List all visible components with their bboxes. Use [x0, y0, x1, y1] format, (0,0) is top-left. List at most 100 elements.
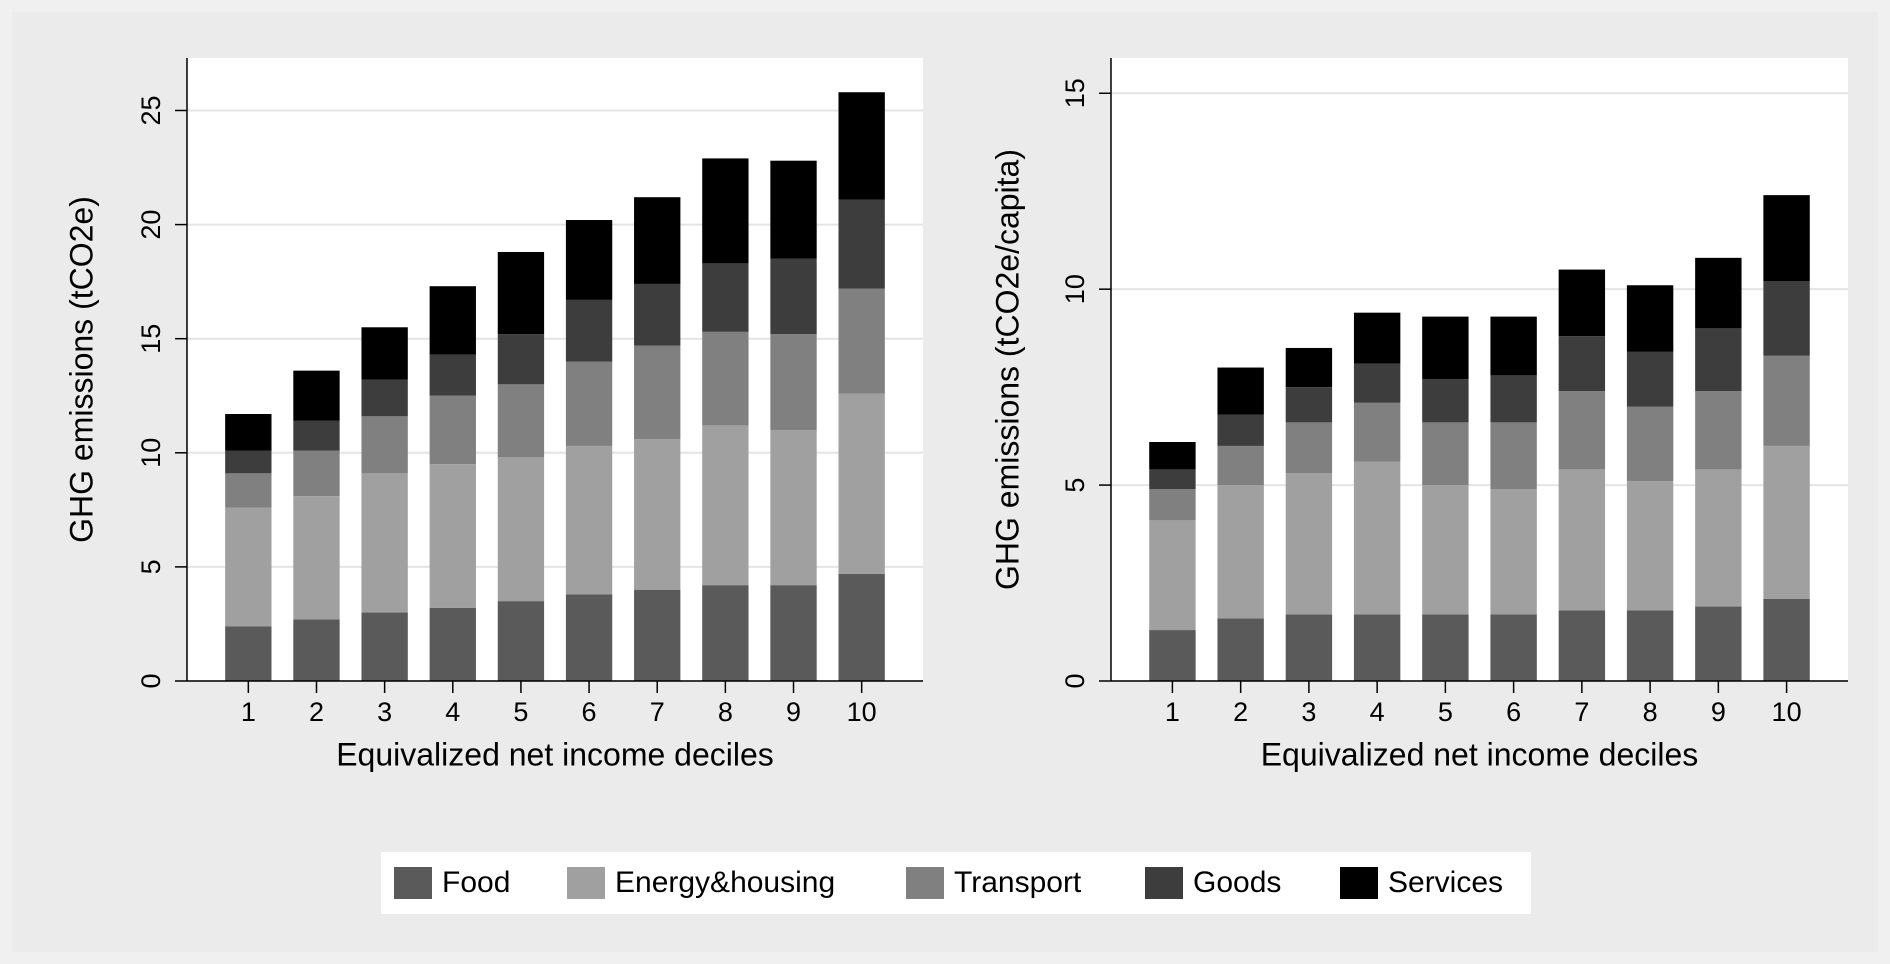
- bar-segment: [497, 334, 545, 385]
- bar-segment: [361, 473, 408, 613]
- bar-segment: [361, 416, 408, 474]
- y-tick-label: 25: [136, 95, 166, 125]
- bar-segment: [702, 158, 749, 264]
- bar-segment: [634, 439, 681, 590]
- bar-segment: [1558, 269, 1606, 337]
- legend-label: Services: [1388, 866, 1503, 899]
- x-tick-label: 2: [1233, 697, 1248, 727]
- bar-segment: [1285, 387, 1333, 423]
- bar-segment: [429, 286, 476, 355]
- bar-segment: [1217, 414, 1264, 446]
- y-tick-label: 0: [136, 673, 166, 688]
- bar-segment: [1558, 610, 1606, 681]
- bar-segment: [225, 414, 272, 451]
- bar-segment: [361, 327, 408, 380]
- bar-segment: [1149, 520, 1196, 631]
- bar-segment: [702, 331, 749, 426]
- bar-segment: [1763, 281, 1810, 356]
- y-tick-label: 15: [1060, 78, 1090, 108]
- x-tick-label: 2: [309, 697, 324, 727]
- bar-segment: [497, 601, 545, 681]
- bar-segment: [429, 354, 476, 396]
- x-tick-label: 10: [847, 697, 877, 727]
- bar-segment: [702, 425, 749, 586]
- bar-segment: [293, 496, 340, 620]
- bar-segment: [1285, 473, 1333, 615]
- bar-segment: [1422, 316, 1469, 380]
- x-tick-label: 10: [1772, 697, 1802, 727]
- bar-segment: [1149, 469, 1196, 490]
- y-tick-label: 0: [1060, 673, 1090, 688]
- bar-segment: [1217, 445, 1264, 486]
- bar-segment: [429, 464, 476, 608]
- x-tick-label: 8: [718, 697, 733, 727]
- x-tick-label: 8: [1643, 697, 1658, 727]
- y-tick-label: 10: [136, 438, 166, 468]
- bar-segment: [565, 445, 613, 595]
- bar-segment: [838, 199, 885, 289]
- bar-segment: [361, 379, 408, 417]
- x-tick-label: 3: [1301, 697, 1316, 727]
- bar-segment: [838, 92, 885, 200]
- bar-segment: [1695, 328, 1742, 392]
- x-tick-label: 4: [445, 697, 460, 727]
- x-tick-label: 7: [650, 697, 665, 727]
- bar-segment: [1695, 606, 1742, 681]
- bar-segment: [702, 585, 749, 681]
- x-tick-label: 6: [1506, 697, 1521, 727]
- bar-segment: [634, 345, 681, 440]
- bar-segment: [634, 197, 681, 284]
- bar-segment: [1490, 316, 1537, 376]
- bar-segment: [770, 160, 817, 259]
- bar-segment: [1353, 402, 1401, 462]
- x-tick-label: 1: [241, 697, 256, 727]
- bar-segment: [225, 507, 272, 627]
- bar-segment: [361, 612, 408, 681]
- x-tick-label: 5: [513, 697, 528, 727]
- bar-segment: [1285, 422, 1333, 474]
- bar-segment: [1149, 441, 1196, 470]
- x-tick-label: 6: [582, 697, 597, 727]
- bar-segment: [838, 393, 885, 574]
- bar-segment: [1695, 469, 1742, 607]
- bar-segment: [1695, 391, 1742, 470]
- bar-segment: [1626, 481, 1674, 611]
- legend-swatch: [1340, 867, 1378, 899]
- bar-segment: [293, 370, 340, 421]
- legend-swatch: [567, 867, 605, 899]
- bar-segment: [1490, 375, 1537, 423]
- bar-segment: [1149, 630, 1196, 681]
- bar-segment: [293, 619, 340, 681]
- bar-segment: [1217, 618, 1264, 681]
- bar-segment: [1353, 363, 1401, 403]
- bar-segment: [1490, 614, 1537, 681]
- bar-segment: [1626, 351, 1674, 407]
- bar-segment: [225, 450, 272, 474]
- bar-segment: [1285, 347, 1333, 388]
- x-tick-label: 4: [1370, 697, 1385, 727]
- x-tick-label: 5: [1438, 697, 1453, 727]
- x-tick-label: 3: [377, 697, 392, 727]
- legend-label: Energy&housing: [615, 866, 835, 899]
- bar-segment: [1763, 355, 1810, 446]
- bar-segment: [1217, 485, 1264, 619]
- bar-segment: [770, 334, 817, 430]
- bar-segment: [497, 384, 545, 458]
- bar-segment: [634, 283, 681, 346]
- bar-segment: [1695, 257, 1742, 329]
- bar-segment: [838, 573, 885, 681]
- y-tick-label: 20: [136, 210, 166, 240]
- y-tick-label: 5: [1060, 478, 1090, 493]
- legend-swatch: [906, 867, 944, 899]
- bar-segment: [1558, 391, 1606, 470]
- bar-segment: [565, 361, 613, 446]
- y-tick-label: 5: [136, 559, 166, 574]
- bar-segment: [770, 258, 817, 335]
- bar-segment: [1353, 614, 1401, 681]
- bar-segment: [702, 263, 749, 332]
- bar-segment: [497, 457, 545, 602]
- bar-segment: [1490, 422, 1537, 490]
- y-axis-title: GHG emissions (tCO2e): [63, 196, 99, 543]
- bar-segment: [565, 220, 613, 300]
